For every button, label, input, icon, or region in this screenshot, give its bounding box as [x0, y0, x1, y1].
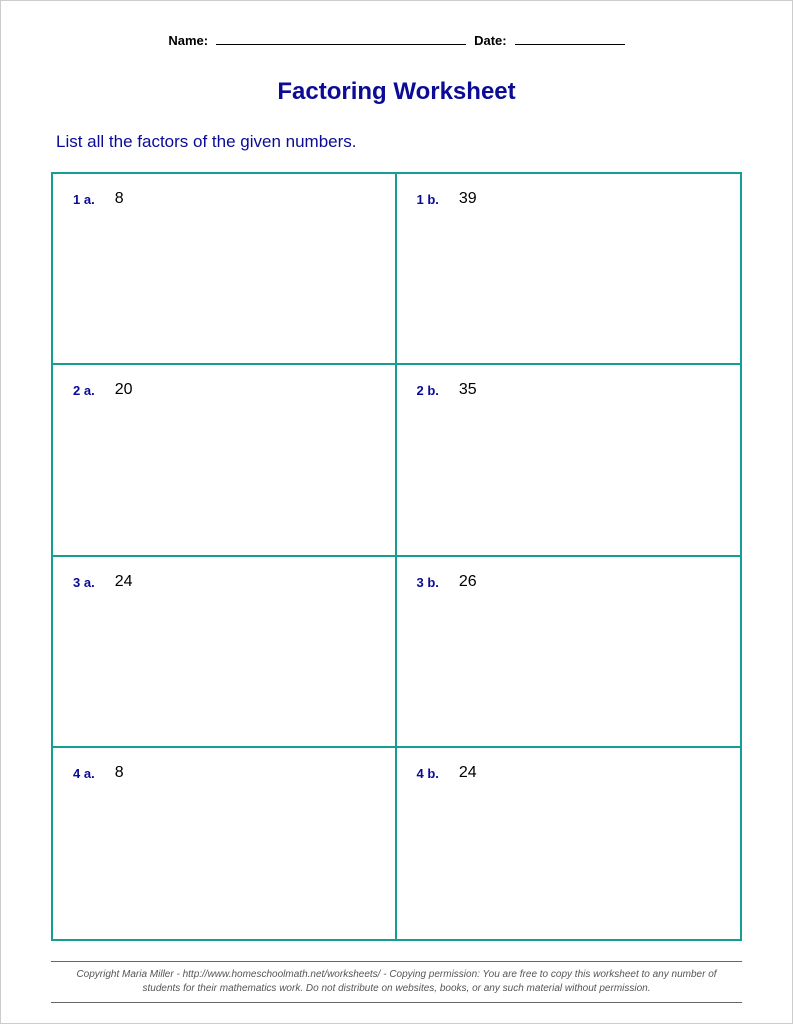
question-cell: 2 b. 35 — [397, 365, 741, 556]
question-cell: 3 a. 24 — [53, 557, 397, 748]
copyright-footer: Copyright Maria Miller - http://www.home… — [51, 961, 742, 1003]
question-grid: 1 a. 8 1 b. 39 2 a. 20 2 b. 35 3 a. 24 3… — [51, 172, 742, 941]
question-cell: 1 b. 39 — [397, 174, 741, 365]
question-value: 39 — [459, 190, 477, 208]
question-value: 24 — [115, 573, 133, 591]
question-label: 1 a. — [73, 190, 95, 207]
header-line: Name: Date: — [51, 31, 742, 48]
date-label: Date: — [474, 33, 507, 48]
instruction-text: List all the factors of the given number… — [56, 132, 742, 152]
question-cell: 1 a. 8 — [53, 174, 397, 365]
question-label: 4 b. — [417, 764, 439, 781]
question-value: 20 — [115, 381, 133, 399]
question-cell: 2 a. 20 — [53, 365, 397, 556]
question-label: 3 b. — [417, 573, 439, 590]
date-blank[interactable] — [515, 31, 625, 45]
question-label: 2 b. — [417, 381, 439, 398]
question-value: 35 — [459, 381, 477, 399]
question-label: 2 a. — [73, 381, 95, 398]
worksheet-title: Factoring Worksheet — [51, 78, 742, 106]
question-cell: 4 a. 8 — [53, 748, 397, 939]
question-label: 1 b. — [417, 190, 439, 207]
question-value: 24 — [459, 764, 477, 782]
question-value: 8 — [115, 764, 124, 782]
worksheet-page: Name: Date: Factoring Worksheet List all… — [1, 1, 792, 1023]
name-blank[interactable] — [216, 31, 466, 45]
question-label: 4 a. — [73, 764, 95, 781]
question-label: 3 a. — [73, 573, 95, 590]
name-label: Name: — [168, 33, 208, 48]
question-value: 8 — [115, 190, 124, 208]
question-cell: 4 b. 24 — [397, 748, 741, 939]
question-cell: 3 b. 26 — [397, 557, 741, 748]
question-value: 26 — [459, 573, 477, 591]
